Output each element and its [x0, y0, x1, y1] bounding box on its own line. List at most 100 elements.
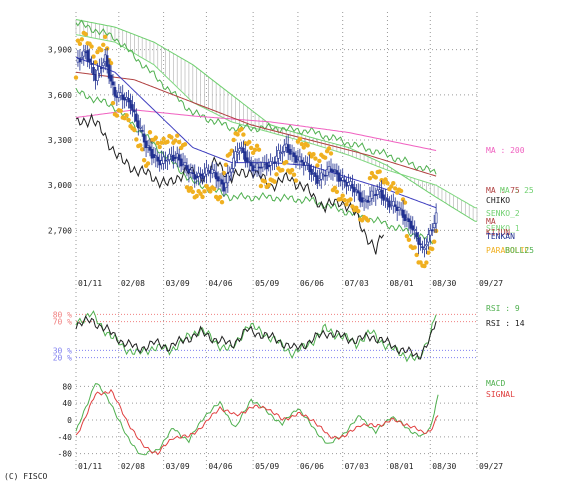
candle-body [355, 189, 358, 192]
parabolic-dot [145, 161, 151, 166]
macd-y-tick-3: -40 [58, 433, 73, 442]
parabolic-dot [322, 155, 328, 160]
legend-bollinger: BOLL25 [505, 246, 534, 255]
candle-body [335, 170, 339, 175]
parabolic-dot [190, 189, 195, 195]
x-tick-upper-5: 06/06 [300, 279, 324, 288]
candle-body [109, 74, 113, 82]
candle-body [351, 184, 354, 189]
candle-body [343, 179, 346, 183]
parabolic-dot [126, 117, 131, 123]
parabolic-dot [404, 233, 410, 239]
candle-body [323, 174, 327, 177]
parabolic-dot [139, 147, 145, 152]
candle-body [142, 133, 146, 143]
candle-body [275, 155, 278, 163]
candle-body [403, 214, 407, 221]
candle-body [156, 156, 160, 162]
parabolic-dot [79, 37, 85, 42]
parabolic-dot [340, 193, 345, 198]
parabolic-dot [208, 189, 213, 194]
candle-body [409, 220, 413, 229]
parabolic-dot [328, 151, 334, 156]
legend-parabolic: PARABOLIC [486, 246, 530, 255]
parabolic-dot [354, 205, 359, 210]
candle-body [234, 151, 237, 162]
candle-body [220, 179, 224, 185]
x-tick-lower-2: 03/09 [166, 462, 190, 471]
legend-ma-prefix: MA [486, 217, 496, 226]
parabolic-dot [414, 252, 419, 258]
candle-body [376, 189, 380, 195]
legend-rsi14: RSI : 14 [486, 319, 525, 328]
parabolic-dot [124, 113, 129, 118]
legend-tenkan: TENKAN [486, 232, 515, 241]
parabolic-dot [77, 41, 83, 47]
candle-body [318, 178, 321, 181]
parabolic-dot [317, 158, 322, 164]
parabolic-dot [118, 108, 123, 114]
x-tick-upper-1: 02/08 [121, 279, 145, 288]
parabolic-dot [356, 208, 361, 214]
rsi-series-line-0 [75, 310, 437, 363]
parabolic-dot [159, 140, 164, 145]
candle-body [298, 156, 302, 162]
candle-body [82, 50, 86, 57]
parabolic-dot [350, 204, 355, 209]
rsi-ref-label-2: 30 % [53, 346, 72, 355]
parabolic-dot [299, 141, 305, 147]
candle-body [195, 175, 198, 179]
candle-body [384, 197, 387, 199]
macd-y-tick-2: 0 [67, 416, 72, 425]
candle-body [259, 166, 263, 169]
candle-body [310, 168, 313, 175]
candle-body [105, 55, 109, 67]
parabolic-dot [258, 183, 264, 189]
candle-body [417, 237, 420, 245]
candle-body [131, 104, 134, 111]
parabolic-dot [369, 170, 375, 176]
candle-body [430, 229, 434, 232]
parabolic-dot [198, 191, 203, 196]
parabolic-dot [334, 189, 340, 194]
legend-kijun: KIJUN [486, 228, 510, 237]
candle-body [148, 146, 152, 151]
parabolic-dot [291, 172, 297, 177]
candle-body [300, 159, 304, 163]
parabolic-dot [359, 218, 365, 223]
parabolic-dot [99, 47, 104, 53]
parabolic-dot [223, 162, 229, 167]
candle-body [411, 225, 415, 231]
candle-body [380, 189, 383, 199]
parabolic-dot [365, 218, 371, 223]
parabolic-dot [176, 139, 182, 145]
bollinger-upper-line [75, 19, 437, 175]
rsi-ref-label-3: 20 % [53, 354, 72, 363]
candle-body [101, 62, 105, 66]
candle-body [191, 172, 195, 175]
parabolic-dot [248, 145, 254, 151]
parabolic-dot [272, 179, 277, 184]
candle-body [249, 161, 253, 167]
candle-body [98, 66, 101, 74]
x-tick-upper-9: 09/27 [479, 279, 503, 288]
x-tick-lower-8: 08/30 [432, 462, 456, 471]
candle-body [111, 81, 115, 86]
parabolic-dot [313, 156, 318, 161]
parabolic-dot [134, 137, 139, 142]
candle-body [314, 172, 317, 177]
candle-body [113, 87, 117, 97]
candle-body [393, 204, 397, 207]
candle-body [423, 247, 426, 250]
x-tick-lower-7: 08/01 [389, 462, 413, 471]
parabolic-dot [173, 138, 178, 143]
legend-rsi9: RSI : 9 [486, 304, 520, 313]
parabolic-dot [385, 181, 390, 186]
candle-body [415, 232, 418, 238]
parabolic-dot [75, 38, 81, 43]
parabolic-dot [73, 75, 79, 80]
parabolic-dot [402, 200, 408, 205]
candle-body [183, 162, 187, 166]
parabolic-dot [422, 263, 427, 269]
parabolic-dot [141, 157, 147, 163]
